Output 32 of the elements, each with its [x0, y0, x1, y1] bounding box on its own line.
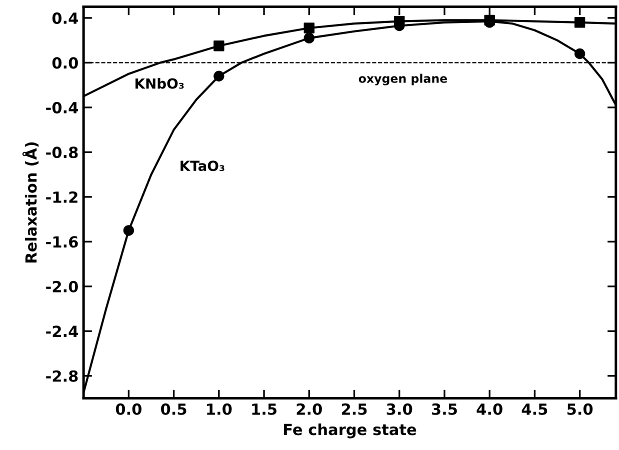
- x-axis-title: Fe charge state: [284, 423, 416, 438]
- series-label: KTaO₃: [180, 160, 224, 172]
- x-tick-label: 4.5: [522, 404, 548, 415]
- y-tick-label: -1.6: [46, 236, 78, 248]
- y-tick-label: 0.4: [52, 12, 78, 24]
- x-tick-label: 4.0: [476, 403, 502, 415]
- point: [214, 70, 224, 82]
- y-tick-label: 0.0: [52, 57, 78, 69]
- x-tick-label: 1.0: [207, 403, 232, 415]
- series-label: KNbO₃: [136, 78, 184, 89]
- point: [574, 17, 586, 28]
- point: [304, 32, 314, 44]
- x-tick-label: 0.0: [116, 403, 142, 415]
- y-axis-title: Relaxation (Å): [22, 142, 39, 263]
- x-tick-label: 3.0: [386, 403, 412, 415]
- y-tick-label: -1.2: [46, 191, 78, 203]
- x-tick-label: 1.5: [252, 404, 276, 415]
- ref-line-label: oxygen plane: [358, 74, 448, 86]
- point: [304, 22, 314, 34]
- x-tick-label: 3.5: [432, 403, 457, 415]
- point: [123, 225, 134, 236]
- x-tick-label: 2.0: [296, 403, 322, 415]
- x-tick-label: 0.5: [160, 403, 186, 415]
- y-tick-label: -2.4: [46, 326, 78, 337]
- point: [574, 48, 586, 60]
- y-tick-label: -2.8: [46, 370, 78, 382]
- y-tick-label: -0.4: [46, 102, 78, 114]
- y-tick-label: -2.0: [46, 280, 78, 292]
- x-tick-label: 5.0: [567, 403, 593, 415]
- point: [214, 40, 224, 52]
- x-tick-label: 2.5: [342, 403, 367, 415]
- y-tick-label: -0.8: [46, 146, 78, 158]
